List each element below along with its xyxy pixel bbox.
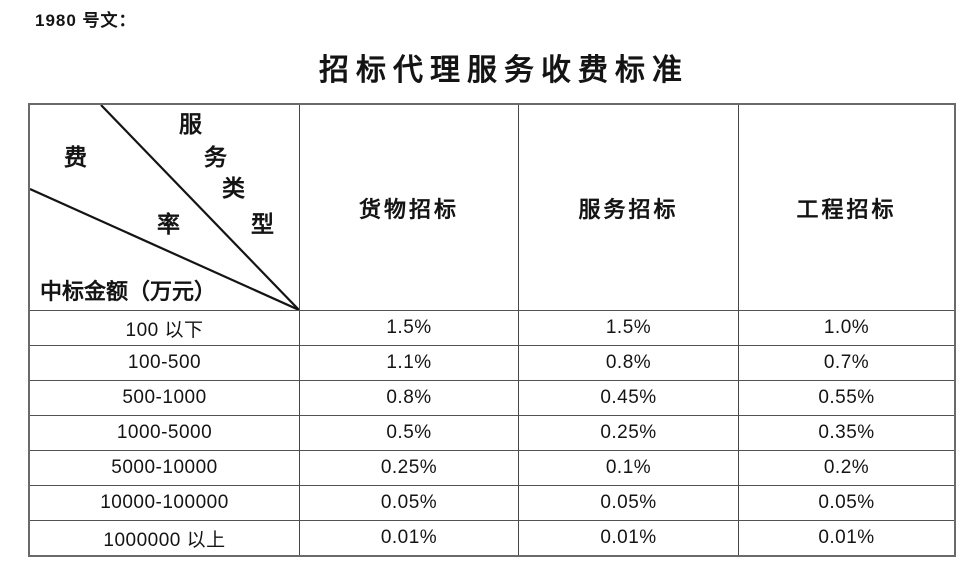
amount-cell: 100-500 <box>30 345 299 380</box>
amount-cell: 1000-5000 <box>30 415 299 450</box>
rate-cell: 0.8% <box>299 380 518 415</box>
amount-cell: 10000-100000 <box>30 485 299 520</box>
rate-cell: 0.1% <box>518 450 738 485</box>
column-header-services: 服务招标 <box>518 105 738 310</box>
service-type-char: 服 <box>179 112 202 137</box>
rate-cell: 0.05% <box>518 485 738 520</box>
rate-cell: 1.1% <box>299 345 518 380</box>
amount-cell: 500-1000 <box>30 380 299 415</box>
amount-cell: 100 以下 <box>30 310 299 345</box>
corner-header-cell: 服 务 类 型 费 率 中标金额（万元） <box>30 105 299 310</box>
column-header-goods: 货物招标 <box>299 105 518 310</box>
rate-cell: 0.55% <box>738 380 954 415</box>
rate-cell: 0.05% <box>738 485 954 520</box>
rate-cell: 0.7% <box>738 345 954 380</box>
service-type-char: 务 <box>204 145 227 170</box>
rate-cell: 1.5% <box>518 310 738 345</box>
rate-cell: 0.01% <box>299 520 518 555</box>
rate-cell: 0.8% <box>518 345 738 380</box>
rate-cell: 0.2% <box>738 450 954 485</box>
rate-cell: 0.45% <box>518 380 738 415</box>
amount-cell: 5000-10000 <box>30 450 299 485</box>
rate-cell: 1.0% <box>738 310 954 345</box>
rate-cell: 0.25% <box>518 415 738 450</box>
diagonal-lines-icon <box>30 105 299 310</box>
amount-cell: 1000000 以上 <box>30 520 299 555</box>
rate-cell: 0.05% <box>299 485 518 520</box>
diagonal-lower-line <box>30 187 299 310</box>
rate-cell: 0.5% <box>299 415 518 450</box>
page-title: 招标代理服务收费标准 <box>319 54 689 87</box>
column-header-works: 工程招标 <box>738 105 954 310</box>
service-type-char: 类 <box>222 176 245 201</box>
amount-axis-label: 中标金额（万元） <box>40 279 217 304</box>
rate-cell: 0.01% <box>518 520 738 555</box>
doc-ref: 1980 号文： <box>35 11 137 30</box>
service-type-char: 型 <box>251 212 274 237</box>
rate-cell: 1.5% <box>299 310 518 345</box>
fee-rate-char: 率 <box>157 212 180 237</box>
diagonal-upper-line <box>100 105 299 310</box>
rate-cell: 0.35% <box>738 415 954 450</box>
rate-cell: 0.25% <box>299 450 518 485</box>
fee-rate-char: 费 <box>64 145 87 170</box>
fee-table: 服 务 类 型 费 率 中标金额（万元） 货物招标 服务招标 工程招标 100 … <box>28 103 956 557</box>
rate-cell: 0.01% <box>738 520 954 555</box>
